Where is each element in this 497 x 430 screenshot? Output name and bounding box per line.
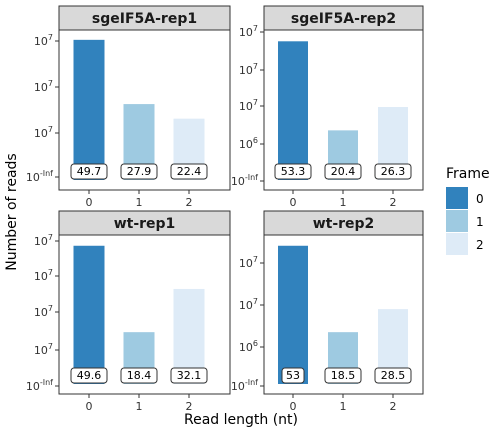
value-label-box — [70, 163, 108, 180]
value-label-box — [281, 367, 305, 384]
bar-frame-0 — [278, 41, 308, 180]
legend-label: 0 — [476, 192, 484, 206]
legend-label: 1 — [476, 215, 484, 229]
y-tick-label: 10-Inf — [26, 378, 53, 393]
value-label: 26.3 — [381, 165, 406, 178]
value-label: 28.5 — [381, 369, 406, 382]
x-tick-label: 1 — [136, 196, 143, 209]
facet-title: sgeIF5A-rep1 — [92, 11, 197, 27]
x-axis-title: Read length (nt) — [184, 412, 298, 428]
y-tick-label: 107 — [34, 268, 53, 283]
value-label: 32.1 — [177, 369, 202, 382]
facet-panel: sgeIF5A-rep1 107 107 107 10-Inf 49.7 27.9 22.4 0… — [26, 5, 231, 209]
y-tick-label: 106 — [239, 339, 258, 354]
y-axis-title: Number of reads — [4, 153, 20, 270]
bar-frame-0 — [73, 245, 105, 384]
facet-title: wt-rep1 — [114, 216, 176, 232]
value-label-box — [324, 163, 362, 180]
value-label-box — [120, 367, 158, 384]
facet-strip — [58, 5, 231, 31]
value-label: 53 — [286, 369, 300, 382]
x-tick-label: 1 — [340, 400, 347, 413]
x-tick-label: 1 — [340, 196, 347, 209]
y-tick-label: 10-Inf — [231, 378, 258, 393]
bar-frame-0 — [73, 39, 105, 181]
facet-panel: wt-rep1 107 107 107 107 10-Inf 49.6 18.4 32.1 0 1 2 — [26, 210, 231, 413]
value-label: 22.4 — [177, 165, 202, 178]
y-tick-label: 107 — [34, 233, 53, 248]
x-tick-label: 0 — [86, 400, 93, 413]
y-tick-label: 107 — [239, 62, 258, 77]
x-tick-label: 2 — [186, 196, 193, 209]
y-tick-label: 107 — [34, 342, 53, 357]
value-label: 20.4 — [331, 165, 356, 178]
value-label: 18.5 — [331, 369, 356, 382]
x-tick-label: 1 — [136, 400, 143, 413]
legend-title: Frame — [446, 166, 490, 182]
y-tick-label: 107 — [239, 98, 258, 113]
value-label-box — [374, 367, 412, 384]
facet-title: wt-rep2 — [313, 216, 375, 232]
legend-label: 2 — [476, 238, 484, 252]
legend-key-1 — [446, 210, 468, 232]
y-tick-label: 107 — [239, 24, 258, 39]
value-label: 49.7 — [77, 165, 102, 178]
x-tick-label: 0 — [290, 400, 297, 413]
facet-strip — [263, 210, 424, 236]
x-tick-label: 0 — [86, 196, 93, 209]
y-tick-label: 107 — [34, 304, 53, 319]
facet-strip — [58, 210, 231, 236]
y-tick-label: 107 — [34, 79, 53, 94]
x-tick-label: 2 — [186, 400, 193, 413]
legend-key-2 — [446, 233, 468, 255]
facet-panel: wt-rep2 107 107 106 10-Inf 53 18.5 28.5 0 1 2 — [231, 210, 424, 413]
bar-frame-0 — [278, 245, 308, 384]
y-tick-label: 107 — [239, 297, 258, 312]
y-tick-label: 10-Inf — [231, 173, 258, 188]
y-tick-label: 107 — [239, 255, 258, 270]
value-label-box — [374, 163, 412, 180]
y-tick-label: 107 — [34, 125, 53, 140]
value-label-box — [324, 367, 362, 384]
y-tick-label: 10-Inf — [26, 169, 53, 184]
x-tick-label: 2 — [390, 196, 397, 209]
value-label-box — [70, 367, 108, 384]
facet-title: sgeIF5A-rep2 — [291, 11, 396, 27]
legend-key-0 — [446, 187, 468, 209]
x-tick-label: 0 — [290, 196, 297, 209]
value-label: 53.3 — [281, 165, 306, 178]
value-label-box — [170, 163, 208, 180]
x-tick-label: 2 — [390, 400, 397, 413]
value-label: 27.9 — [127, 165, 152, 178]
value-label-box — [120, 163, 158, 180]
facet-panel: sgeIF5A-rep2 107 107 107 106 10-Inf 53.3 20.4 26… — [231, 5, 424, 209]
value-label-box — [170, 367, 208, 384]
y-tick-label: 107 — [34, 33, 53, 48]
y-tick-label: 106 — [239, 136, 258, 151]
value-label-box — [274, 163, 312, 180]
value-label: 49.6 — [77, 369, 102, 382]
value-label: 18.4 — [127, 369, 152, 382]
